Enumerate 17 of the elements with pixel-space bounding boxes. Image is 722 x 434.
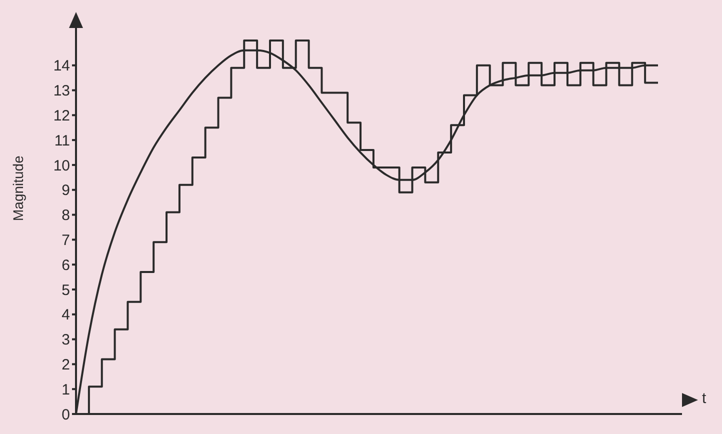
- y-tick-label: 0: [62, 406, 70, 424]
- y-tick-label: 3: [62, 332, 70, 349]
- x-axis-title: t: [702, 390, 706, 407]
- y-tick-label: 11: [54, 132, 70, 150]
- y-tick-label: 10: [53, 157, 70, 174]
- y-tick-label: 12: [53, 107, 70, 124]
- y-tick-label: 1: [62, 381, 70, 398]
- y-axis-title: Magnitude: [10, 155, 26, 221]
- y-tick-label: 7: [62, 232, 70, 249]
- y-tick-label: 5: [62, 282, 70, 299]
- y-tick-label: 9: [62, 182, 70, 200]
- y-tick-label: 2: [62, 356, 70, 374]
- y-tick-label: 4: [62, 306, 70, 324]
- y-tick-label: 8: [62, 207, 70, 224]
- y-tick-label: 14: [53, 58, 70, 75]
- y-tick-label: 13: [53, 82, 70, 100]
- y-tick-label: 6: [62, 256, 70, 274]
